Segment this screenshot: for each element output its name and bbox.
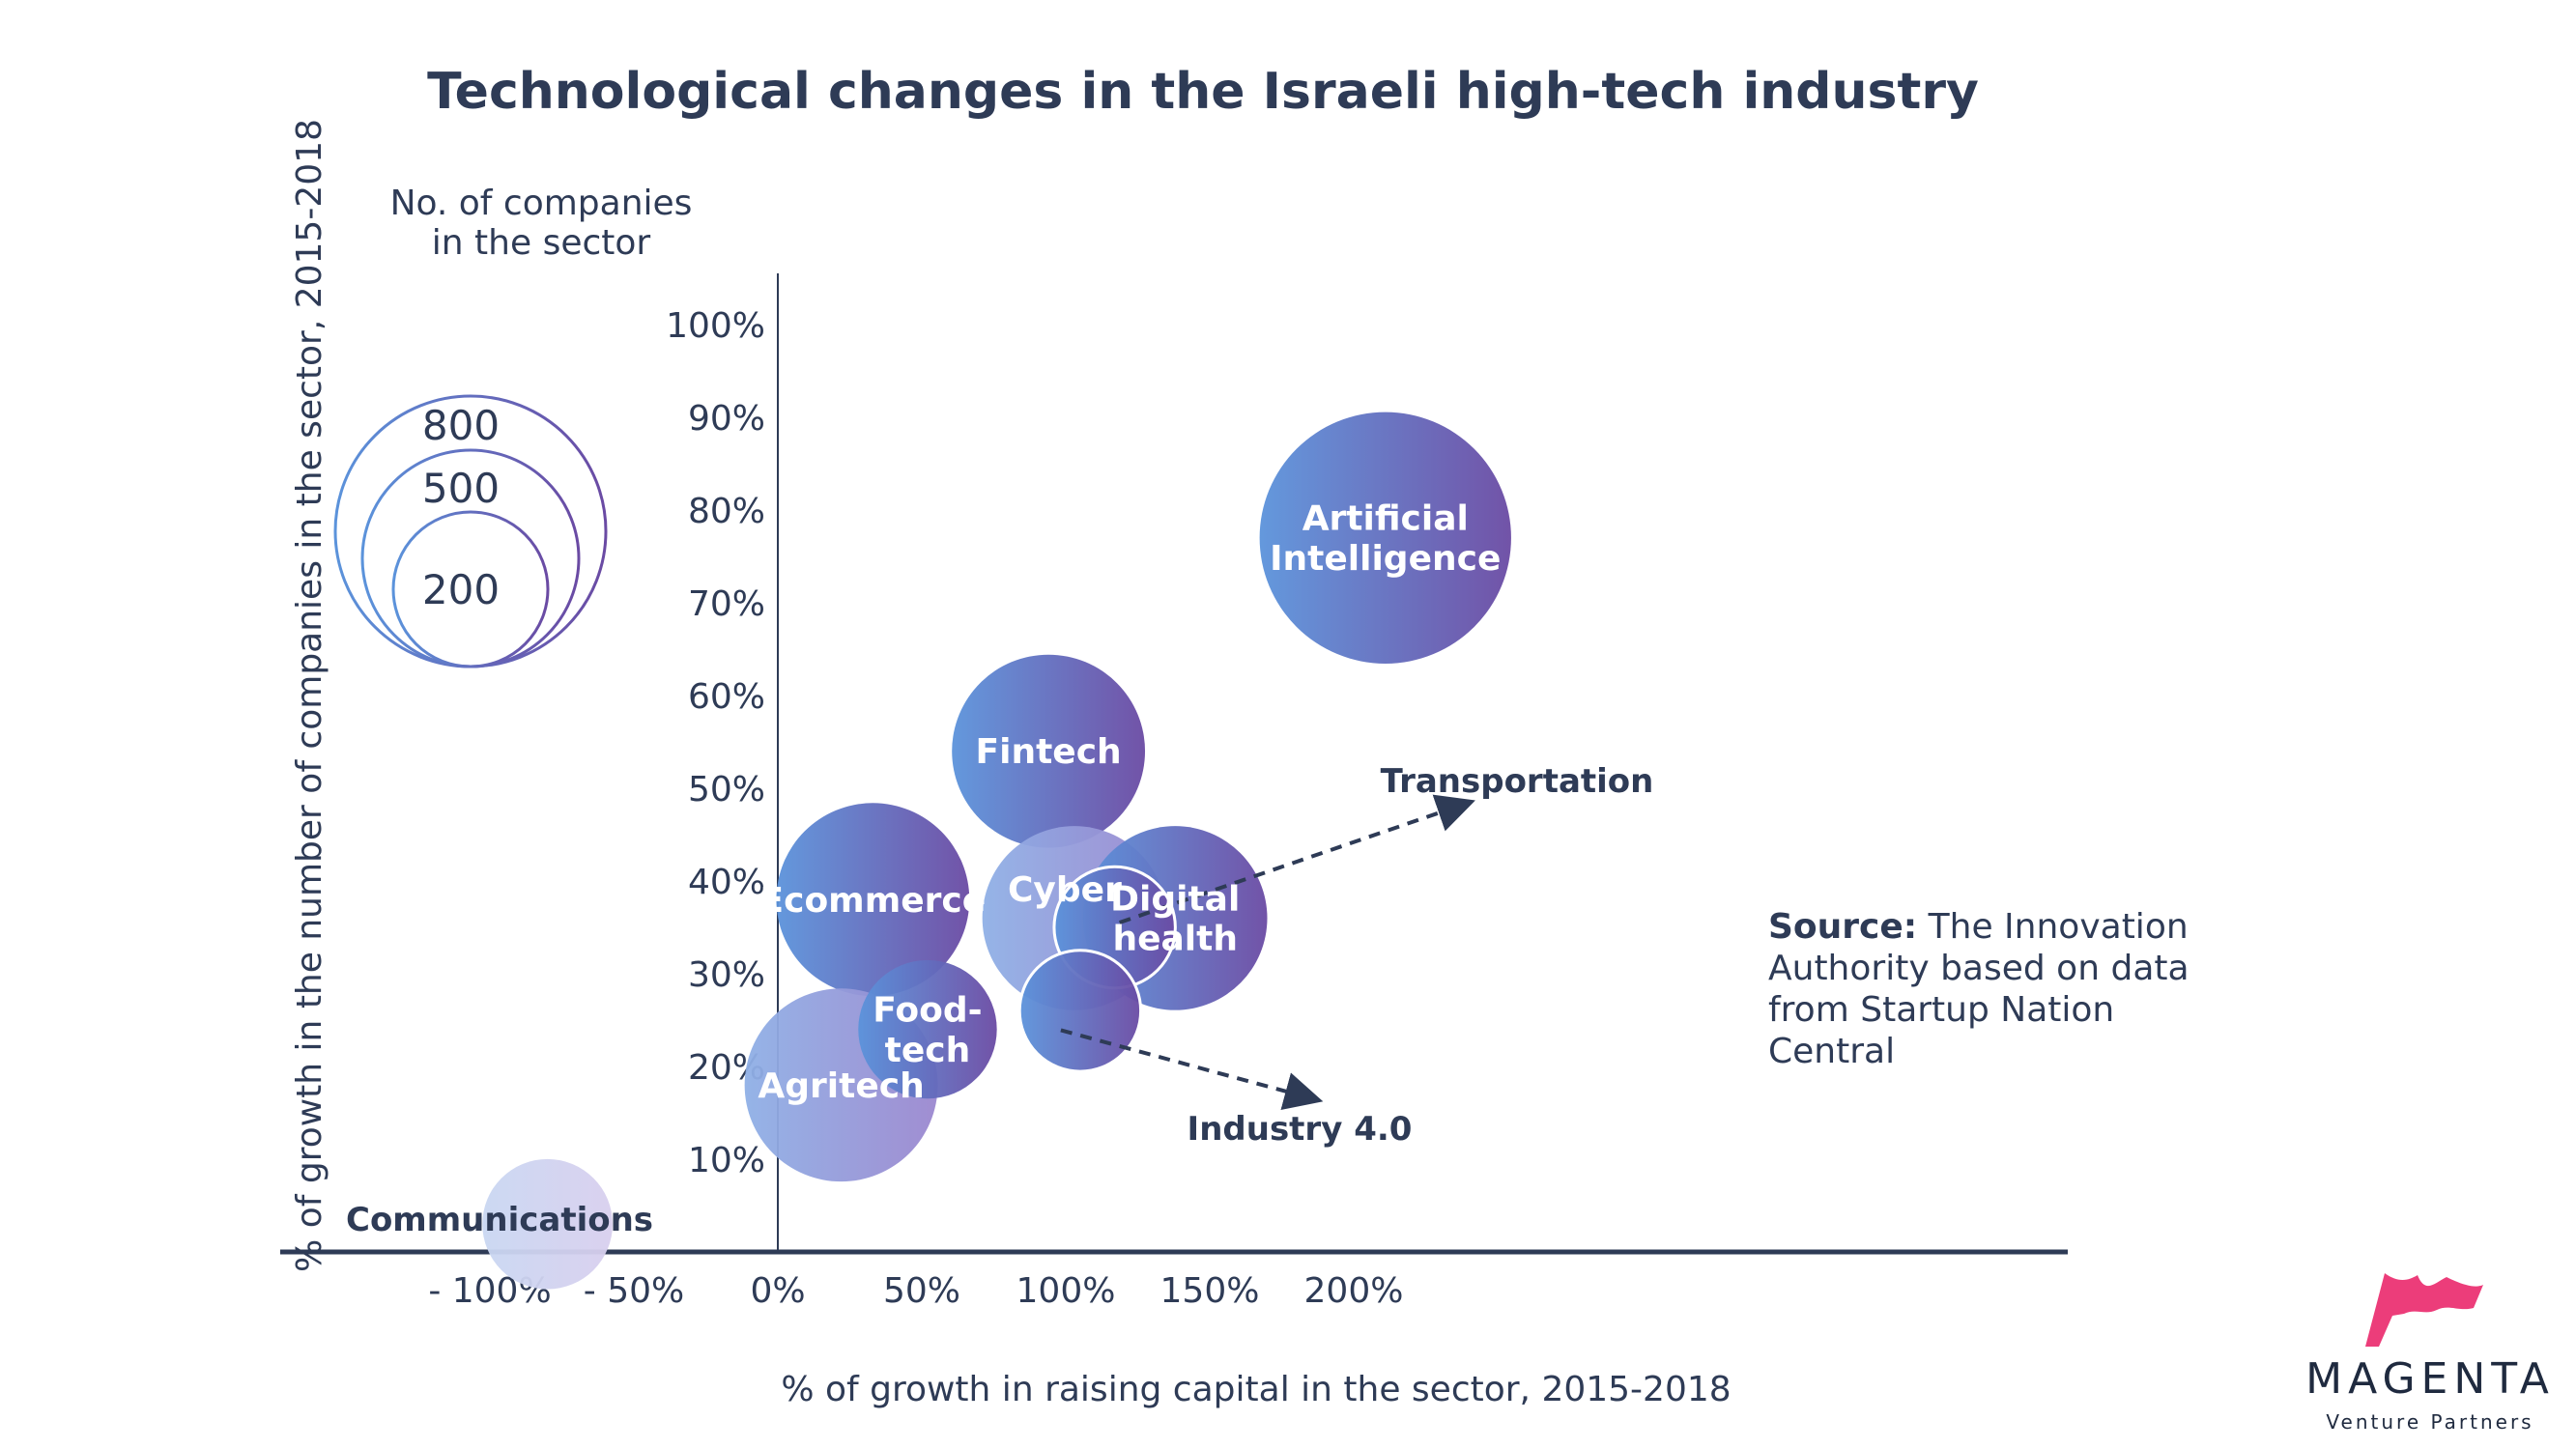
bubble-label: Food-	[873, 991, 982, 1031]
bubble-label: Industry 4.0	[1188, 1110, 1413, 1149]
y-tick-label: 80%	[688, 492, 765, 531]
source-text: The Innovation Authority based on data f…	[1768, 907, 2190, 1071]
y-tick-label: 50%	[688, 770, 765, 810]
y-tick-label: 40%	[688, 863, 765, 902]
bubble-label: Communications	[346, 1201, 653, 1239]
legend-size-label: 200	[422, 566, 500, 613]
legend-size-label: 800	[422, 402, 500, 449]
y-tick-label: 30%	[688, 955, 765, 995]
bubble-ecommerce	[776, 803, 970, 997]
y-tick-label: 100%	[666, 306, 765, 346]
legend-title-line-1: No. of companies	[390, 184, 693, 223]
flag-icon	[2365, 1273, 2483, 1347]
bubble-artificial-intelligence	[1259, 412, 1511, 664]
x-tick-label: 100%	[1016, 1271, 1116, 1311]
y-tick-label: 70%	[688, 584, 765, 624]
size-legend: No. of companies in the sector 800 500 200	[333, 184, 693, 668]
source-bold-label: Source:	[1768, 907, 1918, 947]
bubble-label: Digital	[1110, 879, 1240, 919]
bubble-label: Agritech	[758, 1066, 924, 1106]
legend-size-label: 500	[422, 465, 500, 512]
brand-subtitle: Venture Partners	[2326, 1410, 2534, 1434]
bubble-label: Artificial	[1302, 499, 1469, 539]
x-tick-label: - 50%	[584, 1271, 684, 1311]
y-tick-label: 60%	[688, 677, 765, 717]
source-note: Source: The Innovation Authority based o…	[1768, 906, 2193, 1072]
bubble-label: Fintech	[976, 732, 1122, 772]
x-tick-label: 0%	[750, 1271, 805, 1311]
bubble-label: Intelligence	[1270, 539, 1501, 579]
y-tick-label: 90%	[688, 399, 765, 439]
industry-arrow	[1060, 1028, 1324, 1111]
bubble-label: Transportation	[1381, 762, 1654, 801]
x-tick-label: 50%	[883, 1271, 960, 1311]
bubble-communications	[482, 1158, 613, 1290]
legend-circle-200	[391, 510, 550, 668]
brand-name: MAGENTA	[2305, 1354, 2555, 1404]
x-tick-label: 150%	[1160, 1271, 1260, 1311]
bubble-food-tech	[858, 959, 997, 1099]
chart-title: Technological changes in the Israeli hig…	[427, 63, 1979, 121]
y-tick-label: 10%	[688, 1141, 765, 1180]
bubble-label: health	[1112, 920, 1238, 959]
bubble-industry-4-0	[1017, 949, 1143, 1073]
x-axis-title: % of growth in raising capital in the se…	[781, 1370, 1731, 1409]
bubble-label: tech	[885, 1031, 971, 1070]
x-tick-label: 200%	[1304, 1271, 1404, 1311]
bubble-fintech	[952, 654, 1146, 848]
bubble-label: Cyber	[1008, 870, 1122, 910]
brand-logo: MAGENTA Venture Partners	[2290, 1265, 2570, 1439]
bubble-label: Ecommerce	[760, 881, 987, 921]
y-axis-title: % of growth in the number of companies i…	[290, 119, 329, 1272]
legend-title-line-2: in the sector	[432, 223, 651, 263]
